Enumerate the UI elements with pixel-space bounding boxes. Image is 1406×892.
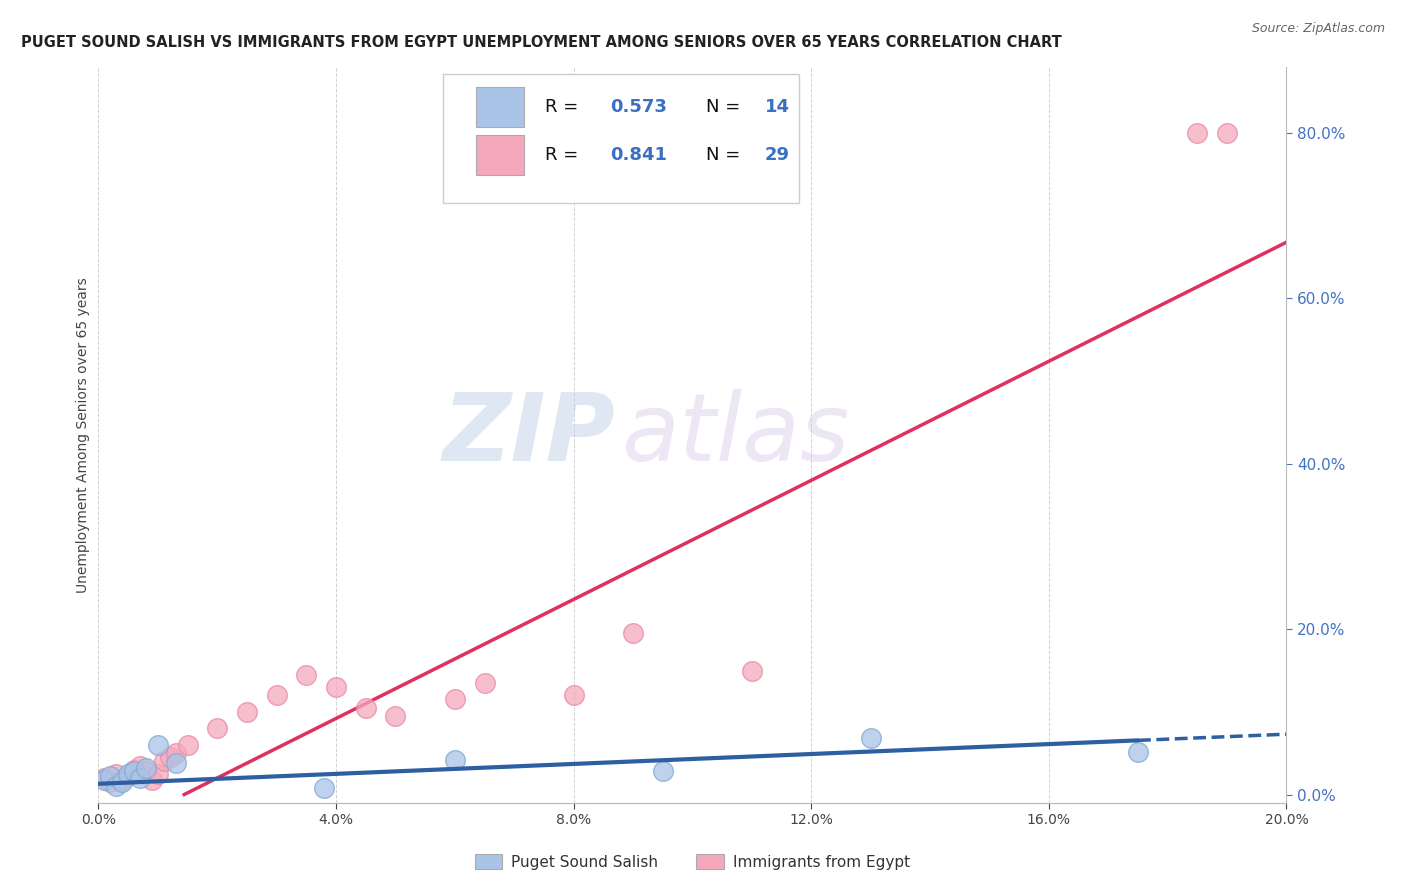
- Text: Source: ZipAtlas.com: Source: ZipAtlas.com: [1251, 22, 1385, 36]
- Point: [111, 775, 134, 789]
- Point: [266, 688, 288, 702]
- Point: [295, 667, 318, 681]
- Point: [135, 764, 157, 779]
- Y-axis label: Unemployment Among Seniors over 65 years: Unemployment Among Seniors over 65 years: [76, 277, 90, 592]
- Point: [205, 722, 228, 736]
- Point: [111, 772, 134, 787]
- Text: 0.573: 0.573: [610, 98, 668, 116]
- Text: N =: N =: [706, 98, 745, 116]
- Point: [354, 700, 377, 714]
- Text: R =: R =: [546, 98, 583, 116]
- Text: PUGET SOUND SALISH VS IMMIGRANTS FROM EGYPT UNEMPLOYMENT AMONG SENIORS OVER 65 Y: PUGET SOUND SALISH VS IMMIGRANTS FROM EG…: [21, 36, 1062, 51]
- Point: [165, 746, 187, 760]
- Point: [146, 738, 169, 752]
- Point: [122, 764, 145, 779]
- Point: [474, 676, 496, 690]
- Point: [98, 769, 121, 783]
- Text: atlas: atlas: [621, 389, 849, 481]
- Text: N =: N =: [706, 146, 745, 164]
- Point: [1187, 126, 1209, 140]
- Point: [117, 767, 139, 781]
- Point: [129, 758, 152, 772]
- Point: [135, 761, 157, 775]
- Point: [384, 709, 406, 723]
- Point: [236, 705, 259, 719]
- Point: [141, 772, 163, 787]
- Point: [129, 771, 152, 785]
- Text: ZIP: ZIP: [443, 389, 616, 481]
- Point: [105, 779, 128, 793]
- Bar: [477, 87, 524, 128]
- FancyBboxPatch shape: [443, 74, 800, 203]
- Text: R =: R =: [546, 146, 583, 164]
- Point: [621, 626, 644, 640]
- Text: 14: 14: [765, 98, 790, 116]
- Point: [651, 764, 673, 779]
- Point: [93, 771, 115, 785]
- Point: [562, 688, 585, 702]
- Point: [176, 738, 198, 752]
- Text: 29: 29: [765, 146, 790, 164]
- Point: [741, 664, 763, 678]
- Legend: Puget Sound Salish, Immigrants from Egypt: Puget Sound Salish, Immigrants from Egyp…: [468, 848, 917, 876]
- Point: [93, 772, 115, 787]
- Point: [443, 753, 465, 767]
- Point: [314, 780, 336, 795]
- Text: 0.841: 0.841: [610, 146, 668, 164]
- Point: [859, 731, 882, 746]
- Point: [98, 775, 121, 789]
- Point: [122, 763, 145, 777]
- Point: [105, 767, 128, 781]
- Point: [159, 750, 181, 764]
- Point: [443, 692, 465, 706]
- Point: [165, 756, 187, 771]
- Point: [325, 680, 347, 694]
- Point: [1126, 745, 1149, 759]
- Bar: [477, 135, 524, 175]
- Point: [152, 755, 174, 769]
- Point: [146, 767, 169, 781]
- Point: [117, 769, 139, 783]
- Point: [1216, 126, 1239, 140]
